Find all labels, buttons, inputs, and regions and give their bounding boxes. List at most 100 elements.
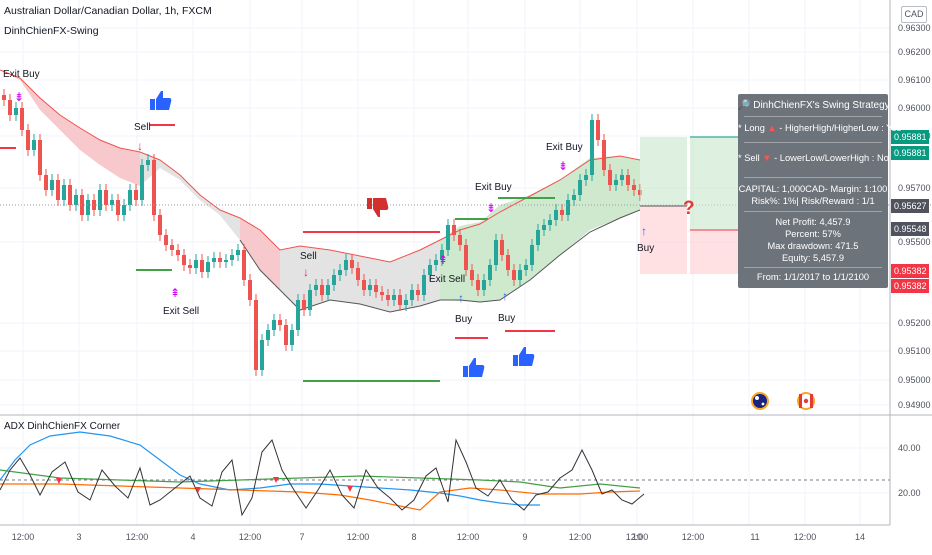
time-label: 4 xyxy=(190,532,195,542)
candle-body xyxy=(122,205,126,215)
candle-body xyxy=(278,320,282,325)
divider xyxy=(744,177,882,178)
time-label: 3 xyxy=(76,532,81,542)
candle-body xyxy=(68,185,72,205)
adx-marker xyxy=(195,487,201,493)
thumbs-up-icon xyxy=(513,347,535,366)
candle-body xyxy=(200,260,204,272)
time-label: 11 xyxy=(750,532,759,542)
long-condition: * Long ▲ - HigherHigh/HigherLow : Yes xyxy=(738,123,902,133)
time-label: 12:00 xyxy=(626,532,649,542)
candle-body xyxy=(356,268,360,280)
candle-body xyxy=(350,260,354,268)
ca-flag-icon[interactable] xyxy=(797,392,815,410)
candle-body xyxy=(416,290,420,295)
exit-buy-label: Exit Buy xyxy=(3,69,40,80)
candle-body xyxy=(470,270,474,280)
adx-green-line xyxy=(0,469,641,489)
max-drawdown-text: Max drawdown: 471.5 xyxy=(767,241,859,251)
candle-body xyxy=(500,240,504,255)
price-badge-label: 0.95548 xyxy=(894,224,927,234)
equity-text: Equity: 5,457.9 xyxy=(781,253,845,263)
price-badge xyxy=(891,130,929,144)
time-label: 10 xyxy=(632,532,642,542)
price-label: 0.95000 xyxy=(898,375,931,385)
candle-body xyxy=(620,175,624,180)
divider xyxy=(744,116,882,117)
candle-body xyxy=(74,195,78,205)
adx-panel[interactable]: ADX DinhChienFX Corner xyxy=(0,414,932,517)
exit-sell-label: Exit Sell xyxy=(163,306,199,317)
candle-body xyxy=(104,190,108,205)
tooltip-title-row: 🔎 DinhChienFX's Swing Strategy xyxy=(738,100,890,111)
candle-body xyxy=(476,280,480,290)
candle-body xyxy=(128,190,132,205)
candle-body xyxy=(272,320,276,330)
time-label: 12:00 xyxy=(457,532,480,542)
thumbs-down-icon xyxy=(367,198,389,217)
exit-buy-marker-icon: ⇟ xyxy=(14,90,24,104)
candle-body xyxy=(434,260,438,265)
candle-body xyxy=(98,190,102,210)
buy-arrow-icon-3: ↑ xyxy=(641,224,647,238)
price-badge-label: 0.95382 xyxy=(894,281,927,291)
candle-body xyxy=(392,295,396,300)
price-badge-label: 0.95881 xyxy=(894,132,927,142)
candle-body xyxy=(176,250,180,255)
bearish-band xyxy=(0,70,140,186)
candle-body xyxy=(266,330,270,340)
candle-body xyxy=(452,225,456,235)
candle-body xyxy=(482,280,486,290)
candle-body xyxy=(248,280,252,300)
sell-arrow-icon: ↓ xyxy=(137,139,143,153)
candle-body xyxy=(524,265,528,270)
candle-body xyxy=(152,160,156,215)
price-badge xyxy=(891,146,929,160)
time-label: 12:00 xyxy=(569,532,592,542)
au-flag-icon[interactable] xyxy=(751,392,769,410)
candle-body xyxy=(308,290,312,310)
sell-condition: * Sell ▼ - LowerLow/LowerHigh : No xyxy=(738,153,889,163)
candle-body xyxy=(440,250,444,260)
exit-sell-marker-icon-2: ⇞ xyxy=(438,253,448,267)
divider xyxy=(744,142,882,143)
candle-body xyxy=(86,200,90,215)
triangle-up-icon: ▲ xyxy=(767,123,777,133)
candle-body xyxy=(26,130,30,150)
divider xyxy=(744,267,882,268)
candle-body xyxy=(566,200,570,215)
price-label: 0.96100 xyxy=(898,75,931,85)
candle-body xyxy=(332,275,336,285)
adx-title: ADX DinhChienFX Corner xyxy=(4,421,121,432)
exit-buy-marker-icon-3: ⇟ xyxy=(558,159,568,173)
candle-body xyxy=(584,175,588,180)
capital-text: CAPITAL: 1,000CAD- Margin: 1:100 xyxy=(738,184,888,194)
bearish-band-2 xyxy=(160,160,280,290)
chart-title: Australian Dollar/Canadian Dollar, 1h, F… xyxy=(4,5,212,17)
candle-body xyxy=(446,225,450,250)
candle-body xyxy=(548,220,552,225)
price-badge xyxy=(891,264,929,278)
sell-label: Sell xyxy=(134,122,151,133)
price-label: 0.95100 xyxy=(898,346,931,356)
time-label: 12:00 xyxy=(682,532,705,542)
price-badge xyxy=(891,222,929,236)
candle-body xyxy=(170,245,174,250)
exit-buy-label-2: Exit Buy xyxy=(475,182,512,193)
candle-body xyxy=(488,265,492,280)
time-label: 8 xyxy=(411,532,416,542)
signal-markers: Exit Buy ⇟ Sell ↓ ⇞ Exit Sell Sell ↓ Exi… xyxy=(3,69,654,325)
price-axis[interactable]: 0.963000.962000.961000.960000.959000.957… xyxy=(889,0,931,525)
candle-body xyxy=(338,270,342,275)
magnifier-icon: 🔎 xyxy=(738,100,751,111)
candle-body xyxy=(212,258,216,262)
currency-button[interactable]: CAD xyxy=(901,6,927,23)
candle-body xyxy=(590,120,594,175)
candle-body xyxy=(62,185,66,200)
time-label: 12:00 xyxy=(239,532,262,542)
time-axis[interactable]: 12:00 3 12:00 4 12:00 7 12:00 8 12:00 9 12:00 1012:… xyxy=(0,524,890,542)
question-mark: ? xyxy=(683,198,695,219)
candle-body xyxy=(182,255,186,265)
